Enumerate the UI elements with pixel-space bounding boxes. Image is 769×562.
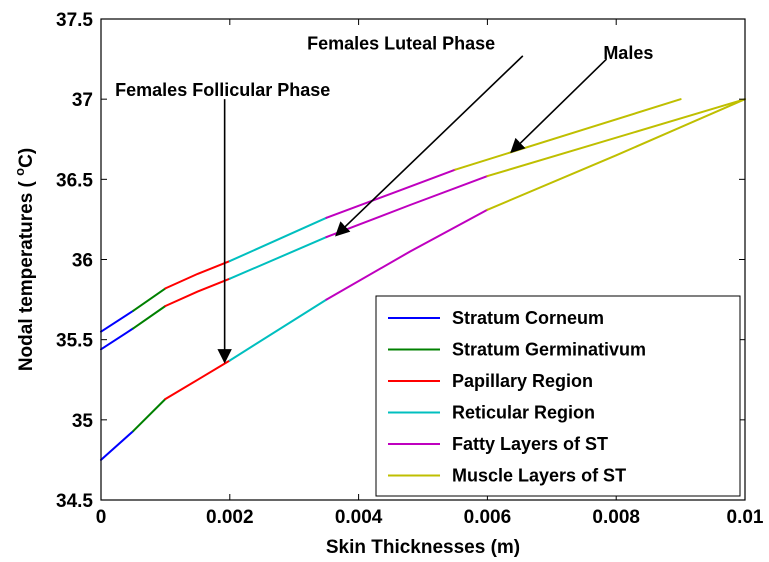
- legend-label-3: Papillary Region: [452, 371, 593, 391]
- legend: Stratum Corneum Stratum Germinativum Papil…: [375, 295, 741, 497]
- curve-2-segment-5: [325, 175, 489, 239]
- curve-1-segment-2: [132, 287, 167, 312]
- x-tick-label: 0.002: [206, 507, 254, 528]
- curve-3-segment-2: [132, 398, 167, 433]
- legend-label-5: Fatty Layers of ST: [452, 434, 608, 454]
- y-tick-label: 36: [72, 251, 93, 272]
- y-tick-label: 34.5: [56, 491, 93, 512]
- curve-3-segment-4: [228, 298, 328, 362]
- curves-layer: [100, 98, 746, 461]
- legend-label-1: Stratum Corneum: [452, 308, 604, 328]
- y-axis-label-main: Nodal temperatures (: [16, 176, 37, 371]
- curve-1-segment-3: [164, 260, 231, 290]
- curve-3-segment-3: [164, 359, 231, 400]
- curve-2-segment-2: [132, 305, 167, 330]
- y-axis-label-superscript: o: [12, 168, 27, 176]
- legend-box: [375, 295, 741, 497]
- annotation-arrow-1: [335, 55, 524, 237]
- x-tick-label: 0.006: [464, 507, 512, 528]
- curve-3-segment-6: [486, 98, 746, 211]
- y-tick-label: 37.5: [56, 10, 93, 31]
- ticks-layer: 0 0.002 0.004 0.006 0.008 0.01 34.5 35 35.5 36 36.…: [56, 10, 764, 528]
- y-axis-label: Nodal temperatures ( oC): [12, 148, 37, 371]
- x-tick-label: 0.008: [592, 507, 640, 528]
- legend-items: Stratum Corneum Stratum Germinativum Papil…: [388, 308, 646, 486]
- curve-1-segment-4: [228, 216, 328, 263]
- legend-label-4: Reticular Region: [452, 403, 595, 423]
- y-tick-label: 35: [72, 411, 94, 432]
- annotation-label-1: Females Luteal Phase: [307, 33, 495, 53]
- legend-label-6: Muscle Layers of ST: [452, 466, 626, 486]
- annotations-layer: Females Luteal Phase Males Females Follicu…: [115, 33, 653, 364]
- annotation-arrow-2: [510, 58, 608, 154]
- y-tick-label: 35.5: [56, 331, 93, 352]
- x-tick-label: 0: [96, 507, 107, 528]
- curve-3-segment-1: [100, 430, 135, 461]
- y-tick-label: 37: [72, 90, 93, 111]
- annotation-label-3: Females Follicular Phase: [115, 80, 330, 100]
- curve-2-segment-6: [486, 98, 746, 178]
- curve-2-segment-3: [164, 277, 231, 307]
- curve-1-segment-5: [325, 168, 457, 219]
- legend-label-2: Stratum Germinativum: [452, 340, 646, 360]
- curve-1-segment-1: [100, 309, 135, 333]
- annotation-label-2: Males: [603, 43, 653, 63]
- curve-1-segment-6: [454, 98, 682, 171]
- curve-2-segment-1: [100, 327, 135, 351]
- y-tick-label: 36.5: [56, 170, 93, 191]
- curve-2-segment-4: [228, 236, 328, 280]
- x-tick-label: 0.004: [335, 507, 383, 528]
- x-axis-label: Skin Thicknesses (m): [326, 537, 520, 558]
- y-axis-label-unit: C): [16, 148, 37, 168]
- x-tick-label: 0.01: [727, 507, 764, 528]
- curve-3-segment-5: [325, 208, 489, 301]
